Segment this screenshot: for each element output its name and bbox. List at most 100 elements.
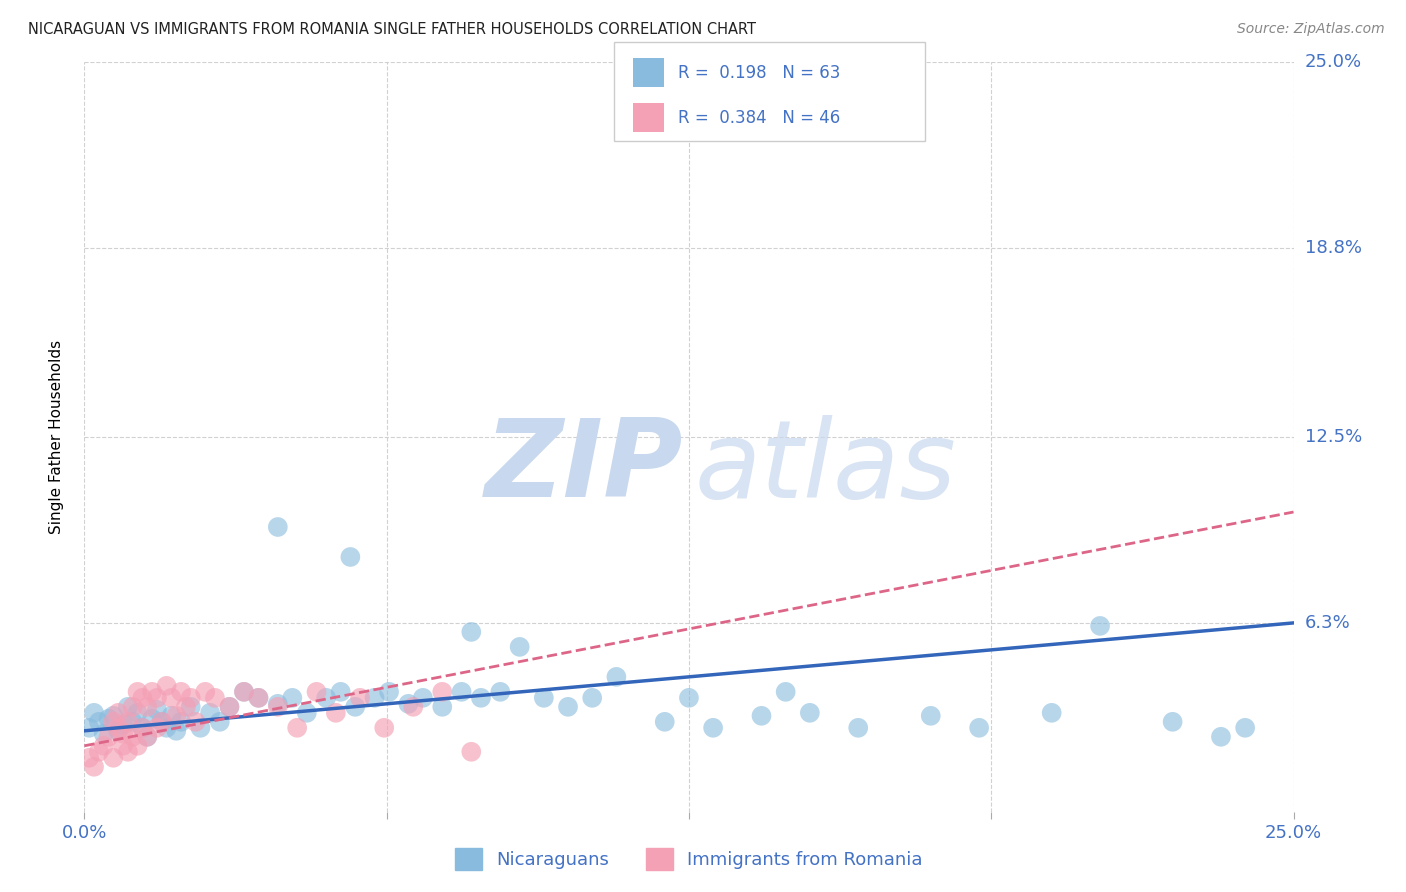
Point xyxy=(103,714,125,729)
Point xyxy=(339,549,361,564)
Point xyxy=(285,721,308,735)
Point xyxy=(208,714,231,729)
Point xyxy=(1040,706,1063,720)
Point xyxy=(165,723,187,738)
Point xyxy=(1161,714,1184,729)
Point xyxy=(103,751,125,765)
Point xyxy=(402,699,425,714)
Point xyxy=(160,690,183,705)
Point xyxy=(127,685,149,699)
Point xyxy=(87,745,110,759)
Point xyxy=(450,685,472,699)
Text: R =  0.384   N = 46: R = 0.384 N = 46 xyxy=(678,109,839,127)
Point xyxy=(702,721,724,735)
Point xyxy=(150,714,173,729)
Text: Source: ZipAtlas.com: Source: ZipAtlas.com xyxy=(1237,22,1385,37)
Point xyxy=(83,706,105,720)
Point xyxy=(198,706,221,720)
Text: R =  0.198   N = 63: R = 0.198 N = 63 xyxy=(678,63,839,82)
Point xyxy=(112,739,135,753)
Point xyxy=(533,690,555,705)
Point xyxy=(83,760,105,774)
Point xyxy=(920,708,942,723)
Point xyxy=(127,739,149,753)
Point xyxy=(184,714,207,729)
Point xyxy=(218,699,240,714)
Point xyxy=(174,699,197,714)
Point xyxy=(170,685,193,699)
Point xyxy=(315,690,337,705)
Point xyxy=(127,706,149,720)
Text: 6.3%: 6.3% xyxy=(1305,614,1350,632)
Text: 18.8%: 18.8% xyxy=(1305,239,1361,257)
Point xyxy=(325,706,347,720)
Point xyxy=(678,690,700,705)
Point xyxy=(117,745,139,759)
Text: 12.5%: 12.5% xyxy=(1305,428,1362,446)
Point xyxy=(136,699,159,714)
Point xyxy=(146,721,169,735)
Text: NICARAGUAN VS IMMIGRANTS FROM ROMANIA SINGLE FATHER HOUSEHOLDS CORRELATION CHART: NICARAGUAN VS IMMIGRANTS FROM ROMANIA SI… xyxy=(28,22,756,37)
Point xyxy=(967,721,990,735)
Point xyxy=(131,690,153,705)
Point xyxy=(155,679,177,693)
Point xyxy=(117,714,139,729)
Point xyxy=(432,685,454,699)
Point xyxy=(363,690,385,705)
Point xyxy=(509,640,531,654)
Point xyxy=(1234,721,1257,735)
Point xyxy=(218,699,240,714)
Point xyxy=(233,685,256,699)
Point xyxy=(97,712,120,726)
Point xyxy=(121,699,143,714)
Point xyxy=(846,721,869,735)
Point xyxy=(247,690,270,705)
Point xyxy=(1088,619,1111,633)
Point xyxy=(117,699,139,714)
Point xyxy=(460,624,482,639)
Point xyxy=(180,690,202,705)
Point xyxy=(112,718,135,732)
Point xyxy=(155,721,177,735)
Point xyxy=(295,706,318,720)
Point xyxy=(112,727,135,741)
Point xyxy=(131,721,153,735)
Point xyxy=(93,739,115,753)
Point xyxy=(141,712,163,726)
Point xyxy=(107,706,129,720)
Point xyxy=(103,708,125,723)
Point xyxy=(170,714,193,729)
Point xyxy=(751,708,773,723)
Point xyxy=(160,708,183,723)
Point xyxy=(1209,730,1232,744)
Point xyxy=(87,714,110,729)
Point xyxy=(146,690,169,705)
Point xyxy=(267,699,290,714)
Point xyxy=(378,685,401,699)
Point xyxy=(329,685,352,699)
Point xyxy=(233,685,256,699)
Point xyxy=(470,690,492,705)
Point xyxy=(180,699,202,714)
Point xyxy=(93,727,115,741)
Point xyxy=(136,730,159,744)
Point xyxy=(194,685,217,699)
Point xyxy=(654,714,676,729)
Point xyxy=(605,670,627,684)
Point xyxy=(581,690,603,705)
Point xyxy=(136,730,159,744)
Point xyxy=(77,721,100,735)
Point xyxy=(247,690,270,705)
Point xyxy=(107,723,129,738)
Point xyxy=(349,690,371,705)
Point xyxy=(146,703,169,717)
Point xyxy=(190,721,212,735)
Point xyxy=(97,730,120,744)
Point xyxy=(131,721,153,735)
Point xyxy=(305,685,328,699)
Legend: Nicaraguans, Immigrants from Romania: Nicaraguans, Immigrants from Romania xyxy=(449,841,929,878)
Point xyxy=(412,690,434,705)
Point xyxy=(204,690,226,705)
Point xyxy=(344,699,367,714)
Point xyxy=(267,520,290,534)
